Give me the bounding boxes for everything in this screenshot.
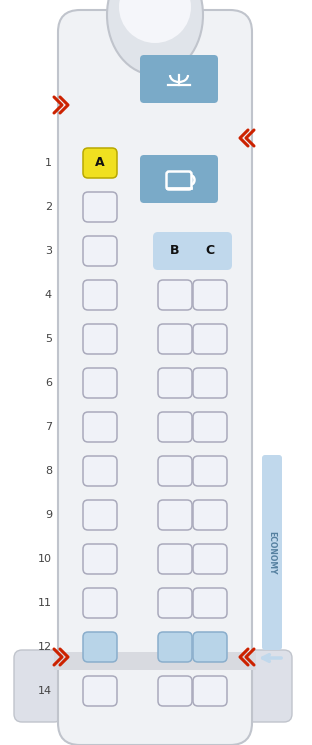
FancyBboxPatch shape [83, 412, 117, 442]
FancyBboxPatch shape [158, 368, 192, 398]
FancyBboxPatch shape [193, 500, 227, 530]
Text: 6: 6 [45, 378, 52, 388]
FancyBboxPatch shape [83, 632, 117, 662]
FancyBboxPatch shape [83, 324, 117, 354]
FancyBboxPatch shape [83, 236, 117, 266]
FancyBboxPatch shape [193, 368, 227, 398]
FancyBboxPatch shape [153, 232, 232, 270]
Ellipse shape [107, 0, 203, 75]
FancyBboxPatch shape [140, 155, 218, 203]
Text: 14: 14 [38, 686, 52, 696]
FancyBboxPatch shape [158, 324, 192, 354]
FancyBboxPatch shape [158, 632, 192, 662]
FancyBboxPatch shape [193, 412, 227, 442]
Text: 4: 4 [45, 290, 52, 300]
FancyBboxPatch shape [83, 676, 117, 706]
FancyBboxPatch shape [158, 544, 192, 574]
Text: 7: 7 [45, 422, 52, 432]
FancyBboxPatch shape [83, 456, 117, 486]
Text: 11: 11 [38, 598, 52, 608]
Text: 12: 12 [38, 642, 52, 652]
FancyBboxPatch shape [167, 171, 192, 189]
Text: 5: 5 [45, 334, 52, 344]
Text: B: B [170, 244, 180, 258]
FancyBboxPatch shape [158, 412, 192, 442]
Text: ECONOMY: ECONOMY [267, 530, 276, 574]
Text: 2: 2 [45, 202, 52, 212]
FancyBboxPatch shape [193, 632, 227, 662]
FancyBboxPatch shape [83, 544, 117, 574]
FancyBboxPatch shape [193, 544, 227, 574]
FancyBboxPatch shape [158, 280, 192, 310]
FancyBboxPatch shape [83, 368, 117, 398]
Text: 9: 9 [45, 510, 52, 520]
Text: C: C [205, 244, 215, 258]
FancyBboxPatch shape [83, 500, 117, 530]
FancyBboxPatch shape [140, 55, 218, 103]
Text: 1: 1 [45, 158, 52, 168]
FancyBboxPatch shape [193, 456, 227, 486]
FancyBboxPatch shape [193, 588, 227, 618]
FancyBboxPatch shape [83, 148, 117, 178]
FancyBboxPatch shape [262, 455, 282, 650]
Ellipse shape [119, 0, 191, 43]
FancyBboxPatch shape [58, 10, 252, 745]
FancyBboxPatch shape [158, 676, 192, 706]
FancyBboxPatch shape [83, 280, 117, 310]
FancyBboxPatch shape [193, 324, 227, 354]
Text: 3: 3 [45, 246, 52, 256]
FancyBboxPatch shape [244, 650, 292, 722]
FancyBboxPatch shape [14, 650, 62, 722]
FancyBboxPatch shape [54, 652, 256, 670]
FancyBboxPatch shape [193, 280, 227, 310]
FancyBboxPatch shape [158, 456, 192, 486]
FancyBboxPatch shape [193, 676, 227, 706]
FancyBboxPatch shape [83, 192, 117, 222]
FancyBboxPatch shape [158, 500, 192, 530]
FancyBboxPatch shape [83, 588, 117, 618]
Text: A: A [95, 156, 105, 170]
FancyBboxPatch shape [158, 588, 192, 618]
Text: 10: 10 [38, 554, 52, 564]
Text: 8: 8 [45, 466, 52, 476]
